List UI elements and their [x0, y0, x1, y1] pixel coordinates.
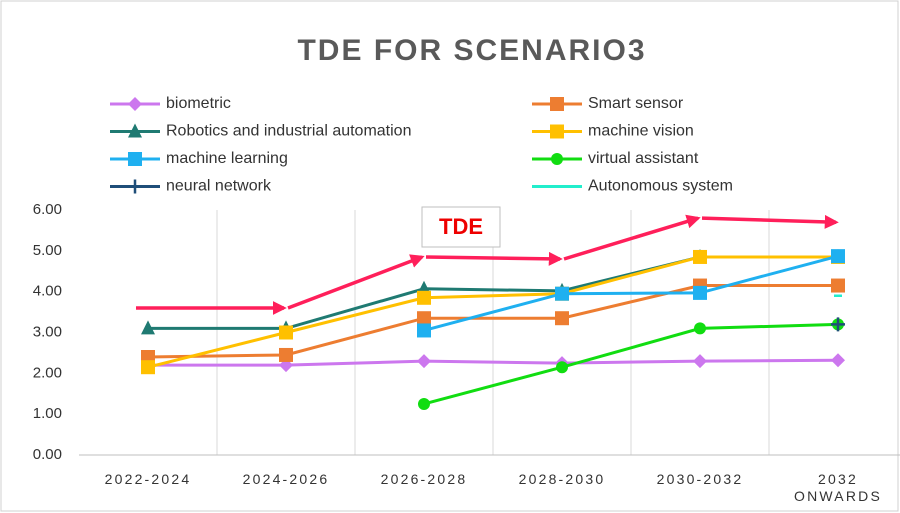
marker [417, 311, 431, 326]
marker [417, 290, 431, 305]
tde-arrow [701, 214, 839, 229]
legend-label: biometric [166, 95, 231, 112]
legend-marker [128, 179, 142, 194]
legend-marker [128, 123, 142, 138]
y-tick-label: 5.00 [33, 242, 62, 259]
marker [141, 320, 155, 335]
series-line [423, 254, 839, 332]
chart-title: TDE FOR SCENARIO3 [297, 34, 646, 67]
tde-arrow [287, 254, 425, 310]
y-tick-label: 4.00 [33, 283, 62, 300]
y-tick-label: 0.00 [33, 446, 62, 463]
x-tick-label: 2026-2028 [380, 471, 468, 487]
x-tick-label: 2030-2032 [656, 471, 744, 487]
marker [831, 353, 845, 368]
marker [555, 311, 569, 326]
marker [417, 323, 431, 338]
x-tick-label: 2032 ONWARDS [794, 471, 882, 504]
legend-label: machine learning [166, 150, 288, 167]
marker [279, 347, 293, 362]
marker [279, 325, 293, 340]
y-tick-label: 3.00 [33, 323, 62, 340]
marker [831, 249, 845, 264]
legend-label: Autonomous system [588, 178, 733, 195]
marker [694, 322, 706, 335]
legend-label: virtual assistant [588, 150, 699, 167]
legend-marker [550, 97, 564, 111]
legend-marker [128, 97, 142, 111]
series-line [423, 322, 839, 406]
series [417, 249, 845, 338]
marker [831, 317, 845, 332]
marker [693, 249, 707, 264]
marker [141, 360, 155, 375]
series-line [148, 358, 839, 367]
legend-label: neural network [166, 178, 272, 195]
x-tick-label: 2022-2024 [104, 471, 192, 487]
legend-label: machine vision [588, 123, 694, 140]
annotation-box [421, 206, 501, 248]
marker [831, 278, 845, 293]
tde-arrow [563, 214, 701, 261]
legend-marker [550, 124, 564, 139]
annotation: TDE [439, 214, 483, 239]
series [831, 317, 845, 332]
y-tick-label: 6.00 [33, 201, 62, 218]
legend-label: Smart sensor [588, 95, 684, 112]
legend-marker [551, 153, 563, 165]
marker [556, 361, 568, 374]
y-tick-label: 2.00 [33, 364, 62, 381]
marker [418, 397, 430, 410]
legend-marker [128, 152, 142, 166]
tde-arrow [425, 251, 563, 266]
marker [555, 286, 569, 301]
marker [693, 285, 707, 300]
marker [693, 354, 707, 369]
marker [417, 354, 431, 369]
series-line [147, 255, 838, 369]
y-tick-label: 1.00 [33, 405, 62, 422]
x-tick-label: 2028-2030 [518, 471, 606, 487]
x-tick-label: 2024-2026 [242, 471, 330, 487]
legend-label: Robotics and industrial automation [166, 123, 411, 140]
